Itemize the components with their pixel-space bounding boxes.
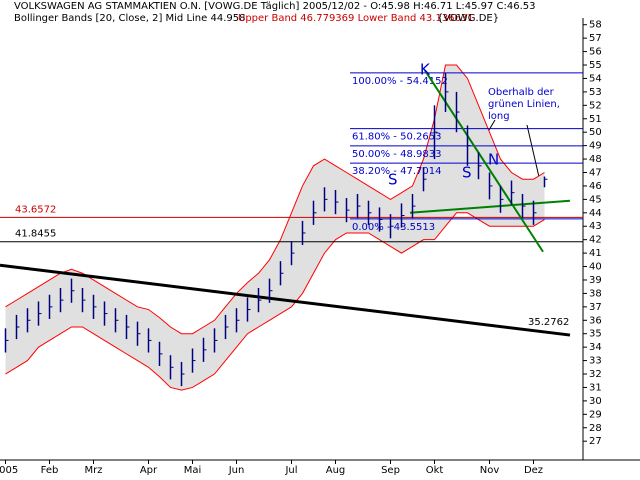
y-tick-label: 30 bbox=[589, 396, 602, 407]
x-tick-label: Jun bbox=[228, 465, 245, 476]
y-tick-label: 58 bbox=[589, 20, 602, 31]
fib-label: 50.00% - 48.9833 bbox=[352, 149, 441, 160]
x-tick-label: Sep bbox=[381, 465, 400, 476]
y-tick-label: 53 bbox=[589, 87, 602, 98]
y-tick-label: 55 bbox=[589, 60, 602, 71]
y-tick-label: 27 bbox=[589, 436, 602, 447]
y-tick-label: 29 bbox=[589, 409, 602, 420]
x-tick-label: Mrz bbox=[85, 465, 103, 476]
y-tick-label: 45 bbox=[589, 194, 602, 205]
y-tick-label: 52 bbox=[589, 100, 602, 111]
trendline bbox=[424, 69, 544, 253]
fib-label: 0.00% - 43.5513 bbox=[352, 222, 435, 233]
x-tick-label: Dez bbox=[524, 465, 543, 476]
y-tick-label: 46 bbox=[589, 181, 602, 192]
y-tick-label: 42 bbox=[589, 235, 602, 246]
x-tick-label: Apr bbox=[140, 465, 158, 476]
x-tick-label: Mai bbox=[184, 465, 202, 476]
y-tick-label: 41 bbox=[589, 248, 602, 259]
chart-title: VOLKSWAGEN AG STAMMAKTIEN O.N. [VOWG.DE … bbox=[14, 1, 536, 12]
y-tick-label: 56 bbox=[589, 47, 602, 58]
x-tick-label: Jul bbox=[284, 465, 297, 476]
note-text: Oberhalb der bbox=[488, 87, 555, 98]
lower-band bbox=[5, 212, 545, 391]
y-tick-label: 35 bbox=[589, 329, 602, 340]
chart-subtitle: Bollinger Bands [20, Close, 2] Mid Line … bbox=[14, 13, 245, 24]
level-label: 41.8455 bbox=[15, 229, 56, 240]
fib-label: 38.20% - 47.7014 bbox=[352, 166, 441, 177]
x-tick-label: Feb bbox=[41, 465, 59, 476]
chart-subtitle-symbol: {VOWG.DE} bbox=[437, 13, 499, 24]
trendline bbox=[409, 199, 571, 214]
note-text: grünen Linien, bbox=[488, 99, 560, 110]
x-tick-label: Nov bbox=[480, 465, 500, 476]
y-tick-label: 38 bbox=[589, 288, 602, 299]
y-tick-label: 51 bbox=[589, 114, 602, 125]
x-tick-label: 2005 bbox=[0, 465, 18, 476]
note-text: long bbox=[488, 111, 510, 122]
y-tick-label: 34 bbox=[589, 342, 602, 353]
chart-subtitle-bands: Upper Band 46.779369 Lower Band 43.13663… bbox=[238, 13, 474, 24]
y-tick-label: 54 bbox=[589, 73, 602, 84]
pattern-letter: N bbox=[488, 151, 499, 169]
fib-label: 100.00% - 54.4152 bbox=[352, 76, 448, 87]
y-tick-label: 48 bbox=[589, 154, 602, 165]
y-tick-label: 31 bbox=[589, 382, 602, 393]
y-tick-label: 36 bbox=[589, 315, 602, 326]
trendline bbox=[0, 263, 571, 337]
header: VOLKSWAGEN AG STAMMAKTIEN O.N. [VOWG.DE … bbox=[14, 1, 536, 24]
y-tick-label: 49 bbox=[589, 141, 602, 152]
y-tick-label: 33 bbox=[589, 356, 602, 367]
y-tick-label: 39 bbox=[589, 275, 602, 286]
x-tick-label: Okt bbox=[426, 465, 444, 476]
fib-label: 61.80% - 50.2653 bbox=[352, 132, 441, 143]
pattern-letter: S bbox=[388, 171, 398, 189]
band-fill bbox=[5, 65, 545, 391]
y-tick-label: 44 bbox=[589, 208, 602, 219]
pattern-letter: S bbox=[462, 164, 472, 182]
y-tick-label: 57 bbox=[589, 33, 602, 44]
y-tick-label: 32 bbox=[589, 369, 602, 380]
y-tick-label: 37 bbox=[589, 302, 602, 313]
y-tick-label: 40 bbox=[589, 262, 602, 273]
y-tick-label: 47 bbox=[589, 167, 602, 178]
level-label: 43.6572 bbox=[15, 204, 56, 215]
pattern-letter: K bbox=[420, 61, 431, 79]
y-tick-label: 28 bbox=[589, 423, 602, 434]
y-tick-label: 50 bbox=[589, 127, 602, 138]
x-tick-label: Aug bbox=[326, 465, 346, 476]
y-tick-label: 43 bbox=[589, 221, 602, 232]
upper-band bbox=[5, 64, 545, 335]
trendline-label: 35.2762 bbox=[528, 317, 569, 328]
